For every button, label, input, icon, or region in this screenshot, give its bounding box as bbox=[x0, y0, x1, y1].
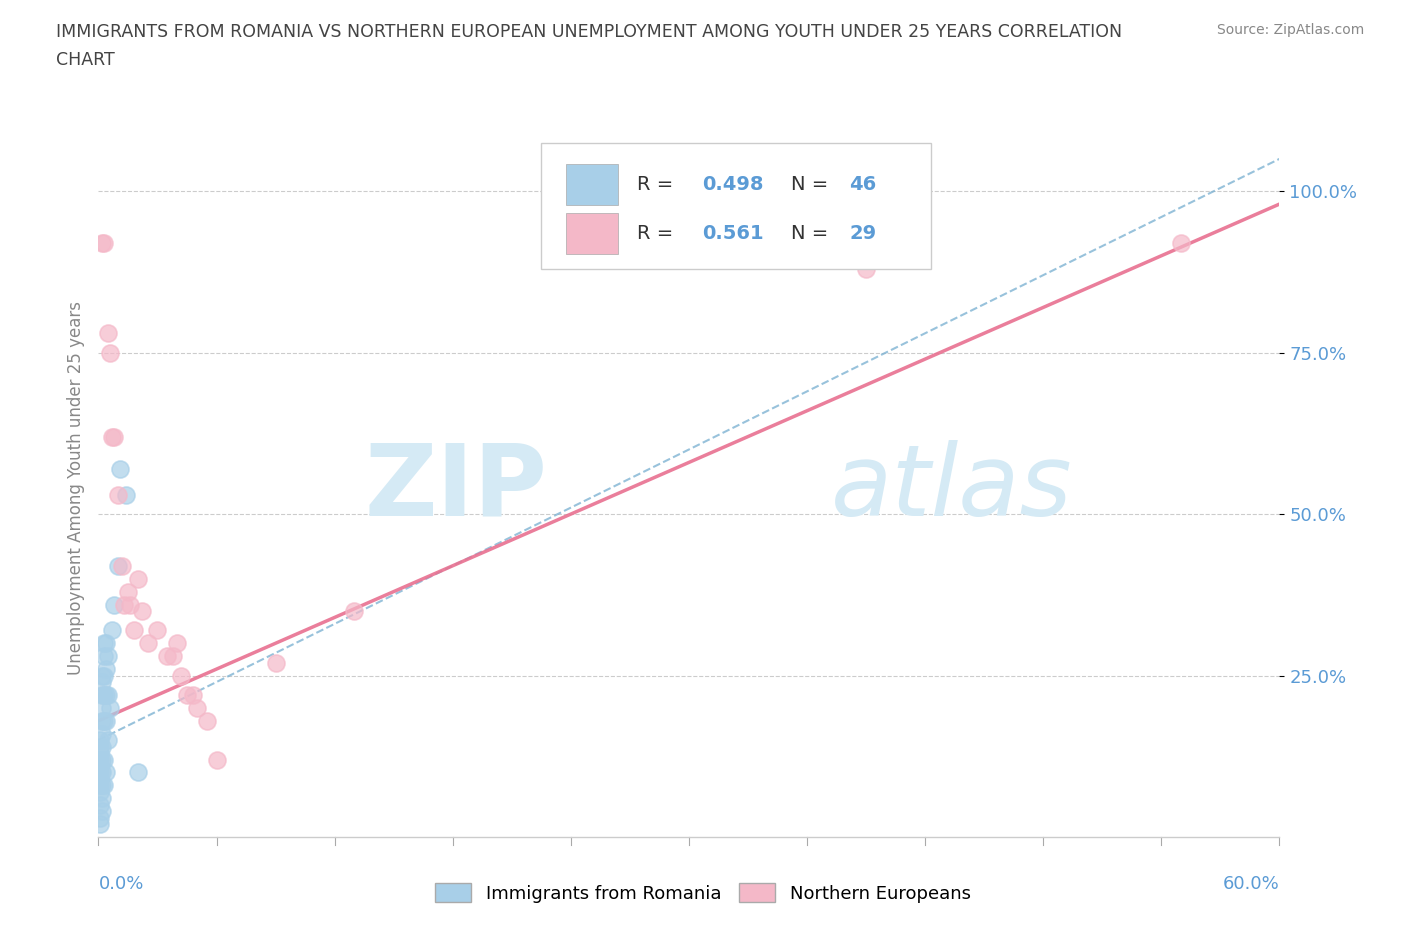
Point bbox=[205, 752, 228, 767]
Text: 60.0%: 60.0% bbox=[1223, 875, 1279, 894]
Text: CHART: CHART bbox=[56, 51, 115, 69]
FancyBboxPatch shape bbox=[567, 165, 619, 206]
Text: atlas: atlas bbox=[831, 440, 1073, 537]
Point bbox=[93, 668, 115, 683]
Point bbox=[89, 797, 111, 812]
Point bbox=[96, 636, 118, 651]
Point bbox=[112, 597, 135, 612]
Point bbox=[93, 235, 115, 250]
Point bbox=[111, 558, 134, 573]
Point bbox=[89, 746, 111, 761]
Point bbox=[96, 661, 118, 676]
Text: N =: N = bbox=[790, 224, 834, 243]
Point bbox=[89, 752, 111, 767]
FancyBboxPatch shape bbox=[567, 213, 619, 254]
Point bbox=[117, 584, 139, 599]
Point bbox=[89, 817, 111, 831]
Point bbox=[98, 700, 121, 715]
Text: ZIP: ZIP bbox=[364, 440, 547, 537]
Point bbox=[96, 687, 118, 702]
Point bbox=[89, 739, 111, 754]
Point bbox=[89, 765, 111, 780]
Text: R =: R = bbox=[637, 224, 679, 243]
Point bbox=[91, 765, 114, 780]
Text: 0.561: 0.561 bbox=[702, 224, 763, 243]
Text: R =: R = bbox=[637, 176, 679, 194]
Point bbox=[91, 713, 114, 728]
Point bbox=[93, 777, 115, 792]
Point bbox=[166, 636, 188, 651]
Point bbox=[103, 597, 125, 612]
Point bbox=[855, 261, 877, 276]
Text: 0.0%: 0.0% bbox=[98, 875, 143, 894]
Text: IMMIGRANTS FROM ROMANIA VS NORTHERN EUROPEAN UNEMPLOYMENT AMONG YOUTH UNDER 25 Y: IMMIGRANTS FROM ROMANIA VS NORTHERN EURO… bbox=[56, 23, 1122, 41]
Point bbox=[91, 739, 114, 754]
Point bbox=[103, 429, 125, 444]
Point bbox=[89, 784, 111, 799]
Text: 29: 29 bbox=[849, 224, 877, 243]
Point bbox=[96, 713, 118, 728]
Point bbox=[91, 804, 114, 818]
Point bbox=[264, 655, 287, 670]
Point bbox=[89, 777, 111, 792]
Point bbox=[91, 790, 114, 805]
Text: N =: N = bbox=[790, 176, 834, 194]
Point bbox=[97, 649, 120, 664]
Point bbox=[156, 649, 179, 664]
Point bbox=[93, 713, 115, 728]
Point bbox=[101, 429, 124, 444]
Text: 0.498: 0.498 bbox=[702, 176, 763, 194]
Point bbox=[162, 649, 184, 664]
Point bbox=[108, 461, 131, 476]
Point bbox=[195, 713, 218, 728]
Point bbox=[91, 777, 114, 792]
Point bbox=[93, 752, 115, 767]
Point bbox=[97, 326, 120, 340]
Point bbox=[146, 623, 169, 638]
Point bbox=[89, 772, 111, 787]
Point bbox=[96, 765, 118, 780]
Point bbox=[91, 668, 114, 683]
Point bbox=[186, 700, 208, 715]
Point bbox=[1170, 235, 1192, 250]
Point bbox=[91, 700, 114, 715]
Point bbox=[127, 765, 149, 780]
Point bbox=[127, 571, 149, 586]
Point bbox=[89, 810, 111, 825]
Point bbox=[97, 733, 120, 748]
Point bbox=[93, 649, 115, 664]
Legend: Immigrants from Romania, Northern Europeans: Immigrants from Romania, Northern Europe… bbox=[426, 874, 980, 911]
Point bbox=[115, 487, 138, 502]
Point bbox=[91, 235, 114, 250]
Point bbox=[176, 687, 198, 702]
Point bbox=[91, 726, 114, 741]
Point bbox=[98, 345, 121, 360]
Point bbox=[131, 604, 153, 618]
Y-axis label: Unemployment Among Youth under 25 years: Unemployment Among Youth under 25 years bbox=[66, 301, 84, 675]
Point bbox=[93, 636, 115, 651]
Point bbox=[101, 623, 124, 638]
Point bbox=[91, 687, 114, 702]
FancyBboxPatch shape bbox=[541, 143, 931, 269]
Point bbox=[136, 636, 159, 651]
Point bbox=[170, 668, 193, 683]
Point bbox=[343, 604, 366, 618]
Point bbox=[89, 733, 111, 748]
Point bbox=[118, 597, 141, 612]
Point bbox=[89, 759, 111, 774]
Point bbox=[97, 687, 120, 702]
Point bbox=[107, 487, 129, 502]
Point bbox=[91, 674, 114, 689]
Point bbox=[181, 687, 204, 702]
Point bbox=[93, 687, 115, 702]
Point bbox=[107, 558, 129, 573]
Point bbox=[122, 623, 145, 638]
Text: 46: 46 bbox=[849, 176, 877, 194]
Point bbox=[91, 752, 114, 767]
Text: Source: ZipAtlas.com: Source: ZipAtlas.com bbox=[1216, 23, 1364, 37]
